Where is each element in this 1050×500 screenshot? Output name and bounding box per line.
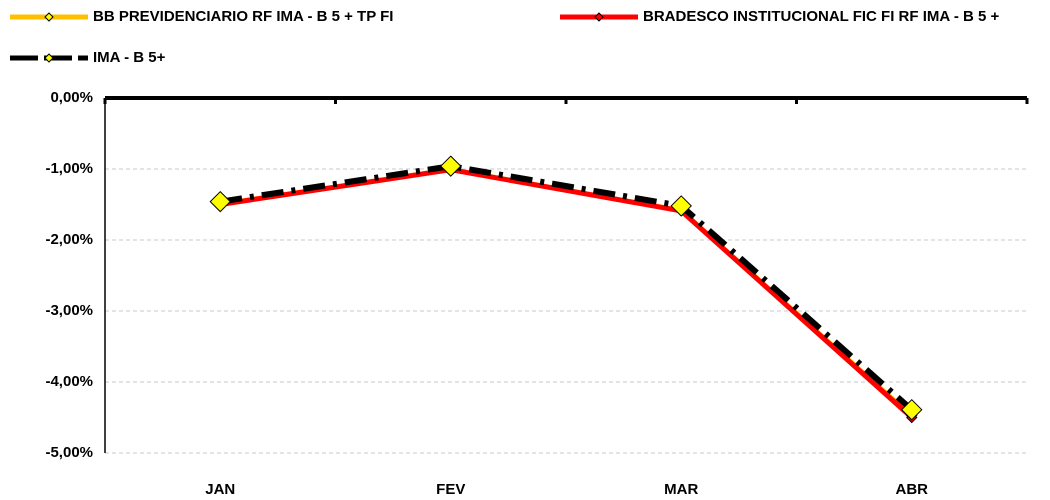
y-tick-label: -3,00%	[45, 302, 93, 319]
y-tick-label: -2,00%	[45, 231, 93, 248]
x-tick-label: FEV	[436, 481, 465, 498]
x-tick-label: JAN	[205, 481, 235, 498]
x-tick-label: ABR	[896, 481, 929, 498]
legend-marker	[594, 12, 604, 22]
y-tick-label: 0,00%	[50, 89, 93, 106]
y-tick-label: -1,00%	[45, 160, 93, 177]
data-point	[670, 195, 692, 217]
series-line	[219, 166, 914, 417]
y-tick-label: -4,00%	[45, 373, 93, 390]
data-point	[440, 155, 462, 177]
data-point	[901, 398, 923, 421]
y-tick-label: -5,00%	[45, 444, 93, 461]
series-line	[219, 163, 914, 412]
data-point	[209, 190, 231, 213]
x-tick-label: MAR	[664, 481, 698, 498]
legend-marker	[44, 53, 54, 63]
legend-label: BRADESCO INSTITUCIONAL FIC FI RF IMA - B…	[643, 8, 999, 25]
legend-marker	[44, 12, 54, 22]
series-line	[219, 167, 914, 420]
legend-label: IMA - B 5+	[93, 49, 166, 66]
legend-label: BB PREVIDENCIARIO RF IMA - B 5 + TP FI	[93, 8, 393, 25]
